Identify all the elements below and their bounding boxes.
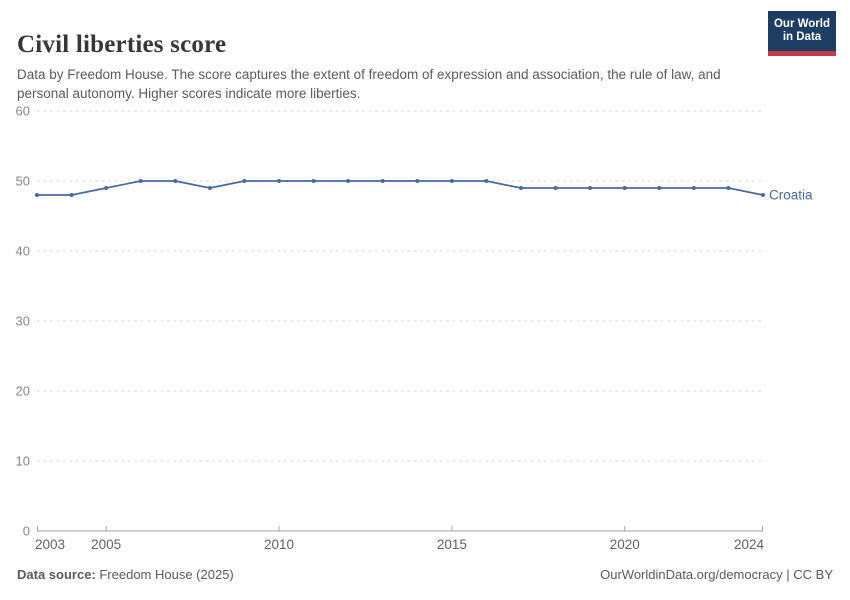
data-point — [415, 179, 420, 183]
data-point — [588, 186, 593, 190]
chart-subtitle: Data by Freedom House. The score capture… — [17, 66, 721, 101]
data-source-label: Data source: — [17, 567, 96, 582]
data-point — [726, 186, 731, 190]
page-title: Civil liberties score — [17, 30, 227, 58]
y-tick-label: 60 — [16, 104, 30, 119]
data-point — [346, 179, 351, 183]
x-tick-label: 2020 — [610, 537, 640, 552]
data-point — [484, 179, 489, 183]
data-point — [207, 186, 212, 190]
data-point — [380, 179, 385, 183]
data-point — [277, 179, 281, 183]
y-tick-label: 50 — [16, 174, 30, 189]
chart-footer: Data source: Freedom House (2025) OurWor… — [0, 567, 850, 582]
data-point — [691, 186, 696, 190]
data-source-value: Freedom House (2025) — [95, 567, 234, 582]
owid-logo[interactable]: Our World in Data — [768, 11, 836, 56]
x-tick-label: 2005 — [91, 537, 121, 552]
data-point — [761, 193, 765, 197]
logo-line2: in Data — [782, 31, 822, 43]
x-tick-label: 2024 — [734, 537, 765, 552]
data-point — [173, 179, 178, 183]
data-point — [622, 186, 627, 190]
data-point — [242, 179, 247, 183]
data-point — [519, 186, 523, 190]
x-tick-label: 2010 — [264, 537, 294, 552]
series-line — [37, 180, 764, 196]
data-point — [138, 179, 143, 183]
y-tick-label: 20 — [16, 384, 30, 399]
x-tick-label: 2015 — [437, 537, 467, 552]
data-point — [449, 179, 454, 183]
y-tick-label: 0 — [23, 524, 30, 539]
y-tick-label: 40 — [16, 244, 30, 259]
y-tick-label: 30 — [16, 314, 30, 329]
y-tick-label: 10 — [16, 454, 30, 469]
data-point — [553, 186, 558, 190]
data-point — [35, 193, 39, 197]
data-point — [657, 186, 662, 190]
data-point — [104, 186, 109, 190]
data-point — [69, 193, 74, 197]
logo-line1: Our World — [773, 17, 830, 30]
x-tick-label: 2003 — [35, 537, 65, 552]
data-source: Data source: Freedom House (2025) — [17, 567, 234, 582]
data-point — [311, 179, 316, 183]
credit-link[interactable]: OurWorldinData.org/democracy | CC BY — [600, 567, 833, 582]
series-end-label: Croatia — [769, 188, 813, 203]
